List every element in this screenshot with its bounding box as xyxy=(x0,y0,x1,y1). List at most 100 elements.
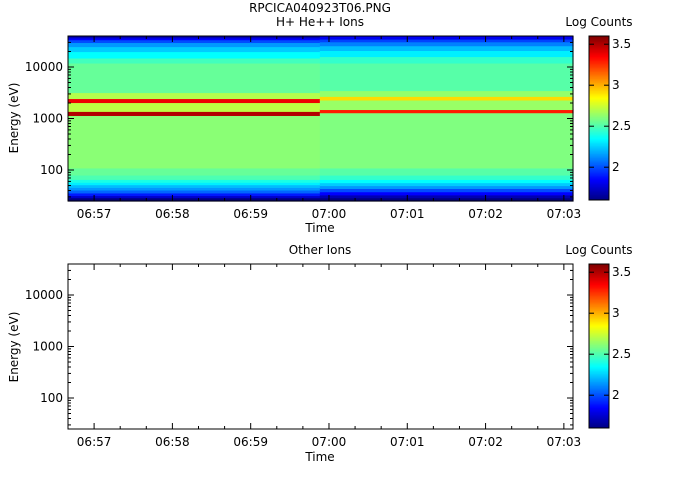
colorbar-swatch xyxy=(589,96,609,98)
colorbar-swatch xyxy=(589,128,609,131)
colorbar-swatch xyxy=(589,160,609,163)
colorbar-tick-label: 2 xyxy=(612,160,620,174)
colorbar-swatch xyxy=(589,97,609,100)
colorbar-swatch xyxy=(589,169,609,172)
y-axis: 100 1000 10000 xyxy=(25,35,573,198)
colorbar-swatch xyxy=(589,53,609,56)
y-tick-label: 100 xyxy=(40,391,63,405)
colorbar-swatch xyxy=(589,396,609,399)
x-tick-label: 07:01 xyxy=(390,207,425,221)
heatmap-cell xyxy=(319,174,574,180)
colorbar-swatch xyxy=(589,38,609,41)
colorbar-swatch xyxy=(589,287,609,290)
heatmap-cell xyxy=(68,167,321,176)
colorbar-swatch xyxy=(589,380,609,383)
colorbar-swatch xyxy=(589,191,609,194)
heatmap-cell xyxy=(68,46,321,53)
colorbar-swatch xyxy=(589,94,609,97)
colorbar-swatch xyxy=(589,387,609,389)
colorbar-swatch xyxy=(589,66,609,68)
heatmap-cell xyxy=(319,112,574,169)
colorbar-swatch xyxy=(589,340,609,343)
colorbar-swatch xyxy=(589,67,609,70)
heatmap-cell xyxy=(319,41,574,47)
colorbar-swatch xyxy=(589,64,609,67)
colorbar-swatch xyxy=(589,85,609,88)
colorbar-swatch xyxy=(589,407,609,410)
colorbar-swatch xyxy=(589,190,609,193)
colorbar-swatch xyxy=(589,87,609,90)
colorbar-swatch xyxy=(589,406,609,408)
colorbar-swatch xyxy=(589,326,609,329)
colorbar-swatch xyxy=(589,176,609,179)
colorbar-swatch xyxy=(589,51,609,53)
colorbar-swatch xyxy=(589,374,609,377)
colorbar-swatch xyxy=(589,332,609,335)
colorbar-swatch xyxy=(589,148,609,150)
colorbar-swatch xyxy=(589,101,609,104)
colorbar-swatch xyxy=(589,81,609,83)
colorbar-swatch xyxy=(589,363,609,366)
heatmap-cell xyxy=(68,115,321,169)
colorbar-swatch xyxy=(589,288,609,291)
x-tick-label: 06:57 xyxy=(77,435,112,449)
colorbar-swatch xyxy=(589,294,609,296)
heatmap-cell xyxy=(319,38,574,43)
heatmap-cell xyxy=(68,184,321,188)
x-tick-label: 07:00 xyxy=(312,207,347,221)
colorbar-swatch xyxy=(589,376,609,378)
colorbar-swatch xyxy=(589,168,609,171)
colorbar-swatch xyxy=(589,352,609,355)
colorbar-swatch xyxy=(589,142,609,145)
colorbar-swatch xyxy=(589,57,609,60)
colorbar-swatch xyxy=(589,107,609,109)
colorbar-swatch xyxy=(589,356,609,359)
x-tick-label: 06:59 xyxy=(233,207,268,221)
x-tick-label: 07:03 xyxy=(547,435,582,449)
colorbar-swatch xyxy=(589,402,609,404)
colorbar-swatch xyxy=(589,55,609,57)
figure-filename: RPCICA040923T06.PNG xyxy=(249,1,391,15)
colorbar-swatch xyxy=(589,362,609,365)
colorbar-swatch xyxy=(589,313,609,316)
heatmap-cell xyxy=(319,96,574,101)
x-tick-label: 07:00 xyxy=(312,435,347,449)
colorbar-swatch xyxy=(589,150,609,153)
colorbar-swatch xyxy=(589,343,609,346)
colorbar-swatch xyxy=(589,350,609,352)
colorbar-swatch xyxy=(589,284,609,287)
colorbar-swatch xyxy=(589,410,609,413)
colorbar-swatch xyxy=(589,395,609,398)
colorbar-swatch xyxy=(589,310,609,313)
x-tick-label: 07:01 xyxy=(390,435,425,449)
colorbar-swatch xyxy=(589,75,609,78)
colorbar-swatch xyxy=(589,193,609,196)
colorbar-swatch xyxy=(589,179,609,182)
colorbar-swatch xyxy=(589,49,609,52)
colorbar-swatch xyxy=(589,377,609,380)
colorbar-swatch xyxy=(589,302,609,305)
colorbar-swatch xyxy=(589,291,609,294)
colorbar-swatch xyxy=(589,283,609,285)
colorbar-swatch xyxy=(589,72,609,75)
colorbar-swatch xyxy=(589,315,609,318)
colorbar-swatch xyxy=(589,138,609,141)
heatmap-cell xyxy=(319,197,574,202)
heatmap-cell xyxy=(68,182,321,186)
colorbar-swatch xyxy=(589,423,609,426)
heatmap-cell xyxy=(319,109,574,114)
colorbar-swatch xyxy=(589,397,609,400)
colorbar-swatch xyxy=(589,421,609,424)
y-axis-label: Energy (eV) xyxy=(7,83,21,154)
colorbar-swatch xyxy=(589,197,609,200)
colorbar-swatch xyxy=(589,265,609,268)
y-tick-label: 10000 xyxy=(25,60,63,74)
colorbar-swatch xyxy=(589,159,609,161)
colorbar-swatch xyxy=(589,317,609,320)
y-axis: 100 1000 10000 xyxy=(25,263,573,426)
colorbar-swatch xyxy=(589,42,609,45)
heatmap-cell xyxy=(68,92,321,100)
colorbar-tick-label: 3 xyxy=(612,78,620,92)
